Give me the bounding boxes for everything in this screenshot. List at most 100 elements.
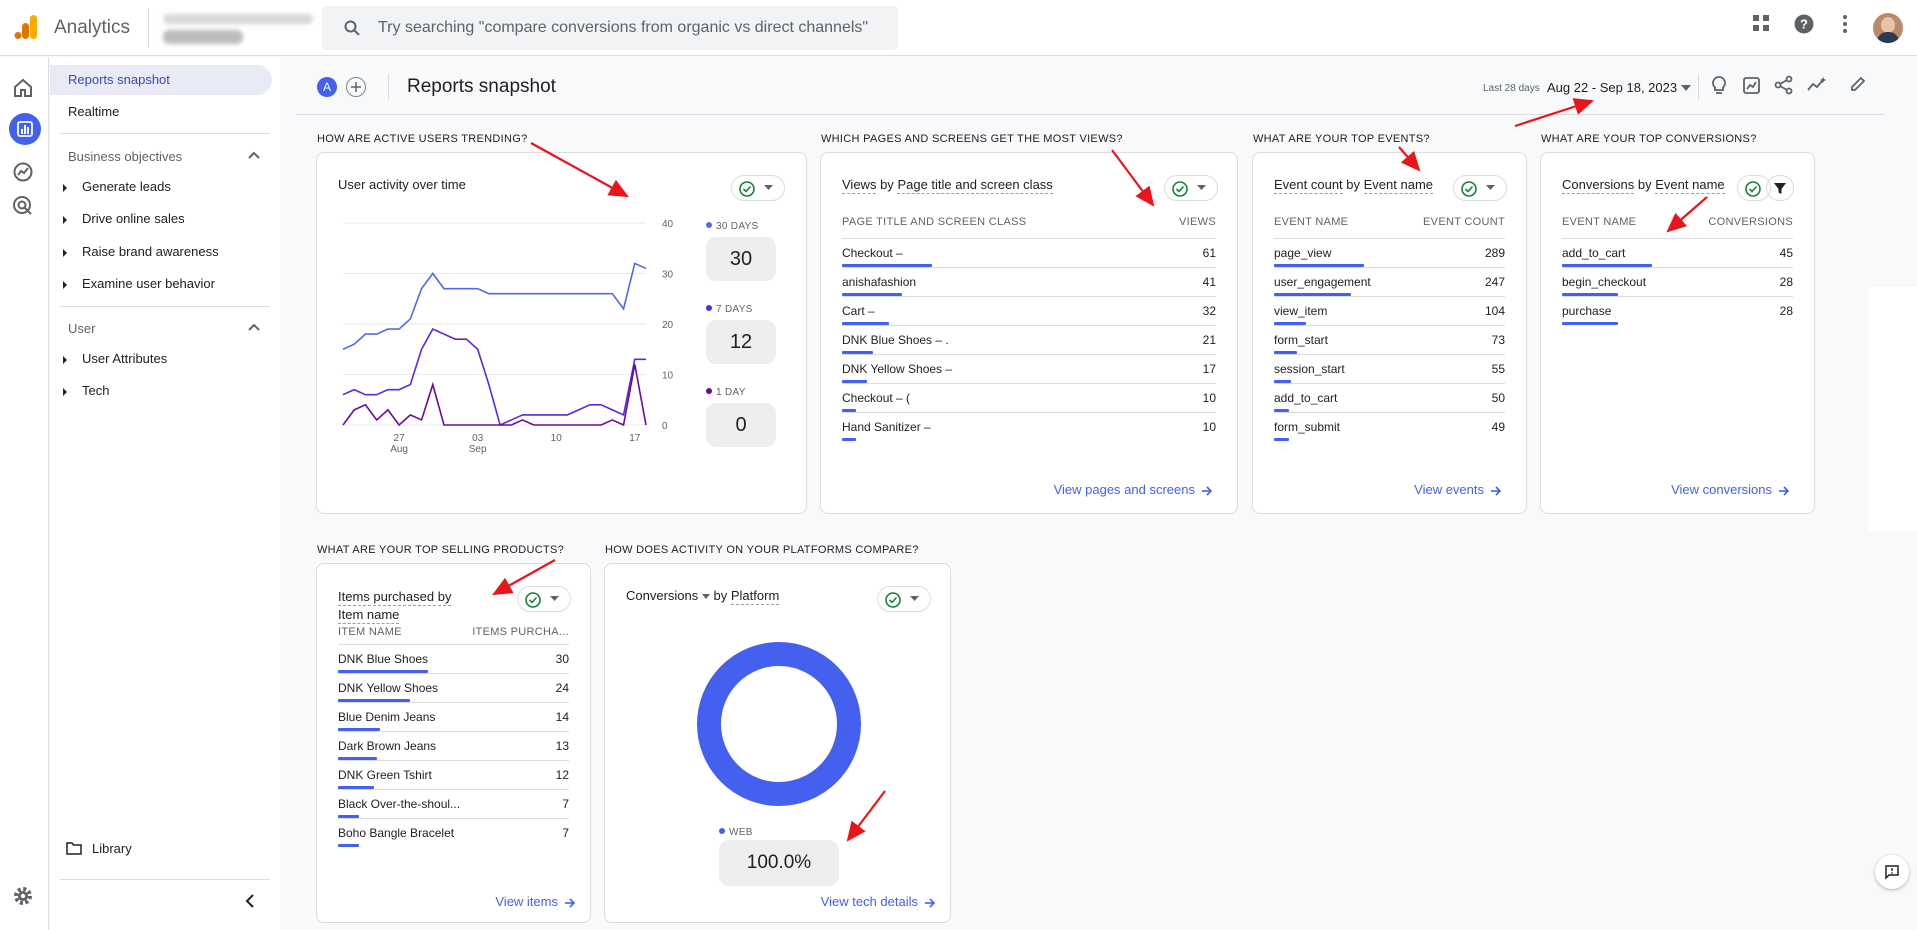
edit-pencil-icon[interactable]	[1849, 75, 1867, 93]
column-header: ITEM NAME	[338, 626, 402, 638]
nav-item-user-attributes[interactable]: User Attributes	[50, 345, 272, 373]
dimension-selector[interactable]: Item name	[338, 607, 400, 624]
view-pages-link[interactable]: View pages and screens	[1054, 482, 1213, 497]
customize-report-icon[interactable]	[1742, 75, 1762, 95]
table-row[interactable]: form_submit 49	[1274, 412, 1505, 441]
feedback-button[interactable]	[1875, 855, 1909, 889]
more-vert-icon[interactable]	[1842, 14, 1848, 34]
dimension-selector[interactable]: Event name	[1655, 177, 1725, 194]
table-row[interactable]: Boho Bangle Bracelet 7	[338, 818, 569, 847]
row-name: Checkout – (	[842, 391, 911, 405]
home-icon[interactable]	[12, 77, 34, 99]
row-value: 104	[1484, 304, 1505, 318]
nav-item-raise-brand-awareness[interactable]: Raise brand awareness	[50, 238, 272, 266]
nav-reports-snapshot[interactable]: Reports snapshot	[50, 65, 272, 95]
column-header: PAGE TITLE AND SCREEN CLASS	[842, 216, 1027, 228]
column-header: VIEWS	[1179, 216, 1216, 228]
table-row[interactable]: Black Over-the-shoul... 7	[338, 789, 569, 818]
check-circle-icon	[1461, 181, 1477, 197]
table-row[interactable]: DNK Blue Shoes 30	[338, 644, 569, 673]
avatar[interactable]	[1873, 13, 1903, 43]
compare-trend-icon[interactable]	[1806, 75, 1828, 95]
apps-grid-icon[interactable]	[1752, 14, 1770, 32]
row-name: add_to_cart	[1562, 246, 1626, 260]
dimension-selector[interactable]: Event name	[1363, 177, 1434, 194]
table-row[interactable]: session_start 55	[1274, 354, 1505, 383]
card-options-toggle[interactable]	[517, 586, 571, 612]
nav-section-business-objectives[interactable]: Business objectives	[68, 149, 183, 164]
table-row[interactable]: DNK Green Tshirt 12	[338, 760, 569, 789]
nav-item-examine-user-behavior[interactable]: Examine user behavior	[50, 270, 272, 298]
nav-item-generate-leads[interactable]: Generate leads	[50, 173, 272, 201]
row-name: anishafashion	[842, 275, 917, 289]
table-row[interactable]: Checkout – 61	[842, 238, 1216, 267]
help-icon[interactable]: ?	[1794, 14, 1814, 34]
table-row[interactable]: form_start 73	[1274, 325, 1505, 354]
view-items-link[interactable]: View items	[495, 894, 576, 909]
table-row[interactable]: DNK Yellow Shoes – 17	[842, 354, 1216, 383]
question-platforms: HOW DOES ACTIVITY ON YOUR PLATFORMS COMP…	[605, 544, 919, 556]
table-row[interactable]: user_engagement 247	[1274, 267, 1505, 296]
collapse-chevron-icon[interactable]	[245, 893, 255, 909]
card-options-toggle[interactable]	[1453, 175, 1507, 201]
card-options-toggle[interactable]	[877, 586, 931, 612]
explore-icon[interactable]	[12, 161, 34, 183]
nav-realtime[interactable]: Realtime	[68, 104, 120, 119]
table-row[interactable]: Cart – 32	[842, 296, 1216, 325]
dimension-selector[interactable]: Platform	[730, 588, 780, 605]
add-comparison-icon[interactable]	[346, 77, 366, 97]
table-row[interactable]: view_item 104	[1274, 296, 1505, 325]
date-range-picker[interactable]: Aug 22 - Sep 18, 2023	[1547, 80, 1678, 95]
row-value: 289	[1484, 246, 1505, 260]
chevron-up-icon[interactable]	[248, 151, 260, 159]
dimension-selector[interactable]: Page title and screen class	[897, 177, 1053, 194]
account-selector[interactable]	[148, 8, 313, 48]
metric-selector[interactable]: Conversions	[626, 588, 710, 603]
card-title: Conversions by Platform	[626, 588, 780, 605]
table-row[interactable]: DNK Yellow Shoes 24	[338, 673, 569, 702]
check-circle-icon	[1172, 181, 1188, 197]
column-header: ITEMS PURCHA...	[472, 626, 569, 638]
settings-gear-icon[interactable]	[12, 885, 34, 907]
table-row[interactable]: page_view 289	[1274, 238, 1505, 267]
table-row[interactable]: Blue Denim Jeans 14	[338, 702, 569, 731]
insights-lightbulb-icon[interactable]	[1710, 75, 1728, 97]
view-tech-details-link[interactable]: View tech details	[821, 894, 936, 909]
table-row[interactable]: purchase 28	[1562, 296, 1793, 325]
table-row[interactable]: add_to_cart 45	[1562, 238, 1793, 267]
table-row[interactable]: anishafashion 41	[842, 267, 1216, 296]
row-bar	[338, 757, 377, 760]
reports-icon[interactable]	[9, 113, 41, 145]
search-bar[interactable]	[322, 6, 898, 50]
table-row[interactable]: DNK Blue Shoes – . 21	[842, 325, 1216, 354]
row-name: page_view	[1274, 246, 1332, 260]
nav-item-drive-online-sales[interactable]: Drive online sales	[50, 205, 272, 233]
card-title: Conversions by Event name	[1562, 177, 1725, 194]
analytics-logo[interactable]	[14, 14, 38, 40]
table-row[interactable]: Checkout – ( 10	[842, 383, 1216, 412]
row-value: 10	[1202, 391, 1216, 405]
card-options-toggle[interactable]	[1164, 175, 1218, 201]
share-icon[interactable]	[1774, 75, 1794, 95]
row-name: purchase	[1562, 304, 1612, 318]
nav-section-user[interactable]: User	[68, 321, 96, 336]
nav-item-tech[interactable]: Tech	[50, 377, 272, 405]
nav-library[interactable]: Library	[66, 841, 132, 856]
table-row[interactable]: begin_checkout 28	[1562, 267, 1793, 296]
advertising-icon[interactable]	[12, 195, 34, 217]
view-conversions-link[interactable]: View conversions	[1671, 482, 1790, 497]
caret-down-icon[interactable]	[1681, 85, 1691, 91]
row-value: 30	[555, 652, 569, 666]
filter-button[interactable]	[1766, 175, 1794, 201]
table-row[interactable]: Hand Sanitizer – 10	[842, 412, 1216, 441]
chevron-up-icon[interactable]	[248, 323, 260, 331]
row-bar	[338, 815, 359, 818]
table-row[interactable]: add_to_cart 50	[1274, 383, 1505, 412]
row-bar	[842, 322, 889, 325]
view-events-link[interactable]: View events	[1414, 482, 1502, 497]
table-row[interactable]: Dark Brown Jeans 13	[338, 731, 569, 760]
card-options-toggle[interactable]	[731, 175, 785, 201]
search-input[interactable]	[378, 6, 878, 50]
comparison-chip[interactable]: A	[317, 77, 337, 97]
value-7-days: 12	[706, 320, 776, 364]
